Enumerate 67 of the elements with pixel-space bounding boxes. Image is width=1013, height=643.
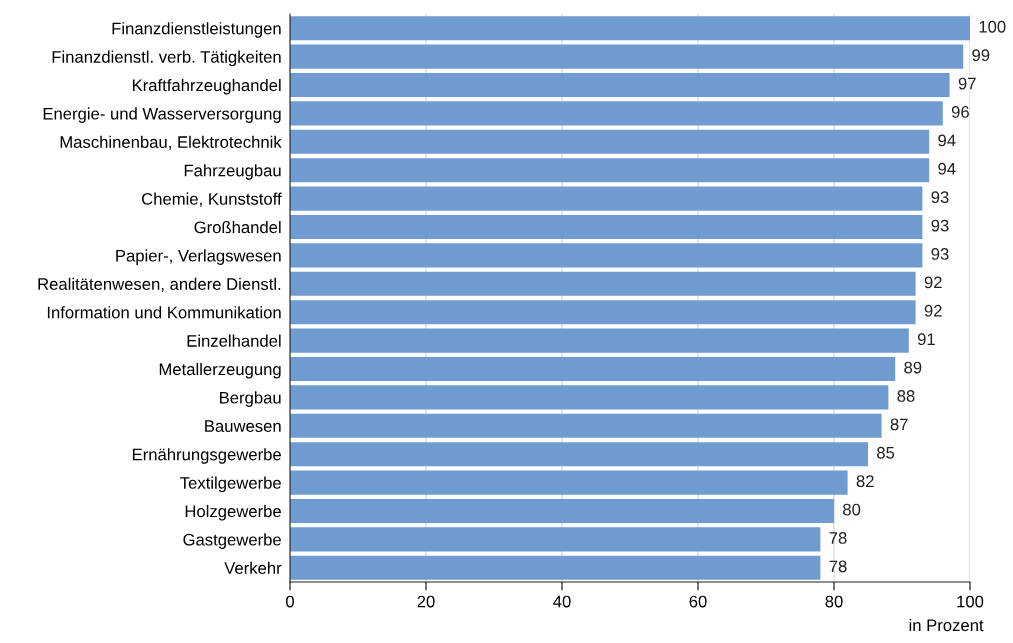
bar	[290, 186, 923, 211]
y-tick-label: Ernährungsgewerbe	[132, 448, 281, 464]
bar	[290, 555, 821, 580]
y-tick-label: Papier-, Verlagswesen	[116, 249, 281, 265]
data-label: 80	[843, 503, 861, 516]
data-label: 78	[829, 532, 847, 544]
bar	[290, 470, 848, 495]
y-tick-label: Finanzdienstleistungen	[112, 22, 281, 38]
y-tick-label: Gastgewerbe	[183, 533, 281, 549]
data-label: 100	[979, 20, 1006, 33]
data-label: 91	[917, 333, 935, 346]
x-tick-label: 60	[689, 595, 707, 608]
data-label: 87	[890, 418, 908, 431]
data-label: 99	[972, 49, 990, 62]
bar	[290, 158, 930, 183]
bar	[290, 44, 964, 69]
y-tick-label: Textilgewerbe	[180, 476, 281, 493]
data-label: 92	[924, 276, 942, 289]
x-tick-label: 100	[957, 595, 984, 608]
bar	[290, 243, 923, 268]
x-tick-label: 40	[553, 595, 571, 608]
y-tick-label: Finanzdienstl. verb. Tätigkeiten	[52, 50, 281, 67]
data-label: 93	[931, 219, 949, 232]
data-label: 93	[931, 191, 949, 204]
data-label: 93	[931, 248, 949, 260]
bar	[290, 101, 943, 126]
data-label: 96	[951, 106, 969, 118]
x-tick-label: 80	[825, 595, 843, 608]
y-tick-label: Holzgewerbe	[185, 504, 281, 521]
y-tick-label: Metallerzeugung	[159, 362, 281, 379]
bar	[290, 385, 889, 410]
bar	[290, 16, 970, 41]
y-tick-label: Chemie, Kunststoff	[142, 192, 282, 207]
y-tick-label: Einzelhandel	[187, 334, 281, 347]
x-tick-label: 20	[417, 595, 435, 608]
data-label: 89	[904, 361, 922, 374]
x-axis-title: in Prozent	[909, 618, 984, 632]
bar	[290, 129, 930, 154]
data-label: 94	[938, 134, 956, 147]
bar	[290, 72, 950, 98]
data-label: 78	[829, 560, 847, 573]
bar	[290, 527, 821, 552]
data-label: 88	[897, 390, 915, 402]
data-label: 82	[856, 475, 874, 488]
y-tick-label: Realitätenwesen, andere Dienstl.	[38, 277, 281, 292]
data-label: 97	[958, 77, 976, 90]
bar	[290, 356, 896, 382]
bar	[290, 214, 923, 240]
bar	[290, 328, 909, 353]
y-tick-label: Kraftfahrzeughandel	[132, 78, 281, 95]
y-tick-label: Fahrzeugbau	[184, 164, 281, 180]
y-tick-label: Energie- und Wasserversorgung	[43, 107, 281, 123]
y-tick-label: Großhandel	[194, 220, 281, 234]
y-tick-label: Bauwesen	[205, 420, 281, 432]
y-tick-label: Bergbau	[220, 391, 281, 407]
bar	[290, 442, 868, 467]
bar	[290, 300, 916, 325]
data-label: 92	[924, 304, 942, 317]
x-tick-label: 0	[286, 595, 294, 608]
bar	[290, 498, 834, 524]
data-label: 94	[938, 162, 956, 175]
data-label: 85	[877, 446, 895, 459]
bar	[290, 413, 882, 438]
y-tick-label: Verkehr	[224, 561, 282, 574]
y-tick-label: Maschinenbau, Elektrotechnik	[60, 135, 282, 150]
y-tick-label: Information und Kommunikation	[47, 306, 281, 319]
bar	[290, 271, 916, 296]
